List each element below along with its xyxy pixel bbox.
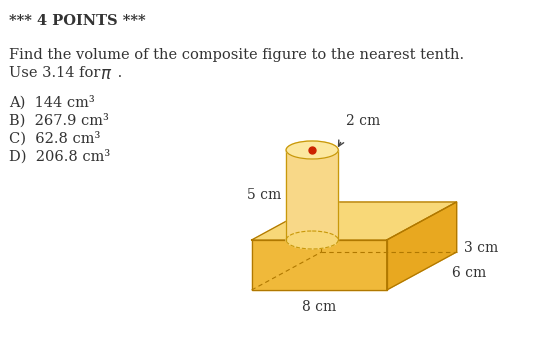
Text: 3 cm: 3 cm <box>464 241 498 255</box>
Polygon shape <box>386 202 457 290</box>
Text: Find the volume of the composite figure to the nearest tenth.: Find the volume of the composite figure … <box>9 48 464 62</box>
Text: *** 4 POINTS ***: *** 4 POINTS *** <box>9 14 146 28</box>
Text: Use 3.14 for: Use 3.14 for <box>9 66 105 80</box>
Polygon shape <box>251 240 386 290</box>
Polygon shape <box>251 202 457 240</box>
Text: 8 cm: 8 cm <box>302 300 337 314</box>
Ellipse shape <box>286 141 338 159</box>
Polygon shape <box>286 150 338 240</box>
Text: D)  206.8 cm³: D) 206.8 cm³ <box>9 149 110 163</box>
Text: 6 cm: 6 cm <box>452 266 486 280</box>
Text: 5 cm: 5 cm <box>247 188 281 202</box>
Ellipse shape <box>286 231 338 249</box>
Text: C)  62.8 cm³: C) 62.8 cm³ <box>9 131 100 145</box>
Text: .: . <box>113 66 122 80</box>
Text: A)  144 cm³: A) 144 cm³ <box>9 95 95 109</box>
Text: 2 cm: 2 cm <box>346 114 380 128</box>
Text: B)  267.9 cm³: B) 267.9 cm³ <box>9 113 109 127</box>
Text: $\pi$: $\pi$ <box>100 66 112 83</box>
